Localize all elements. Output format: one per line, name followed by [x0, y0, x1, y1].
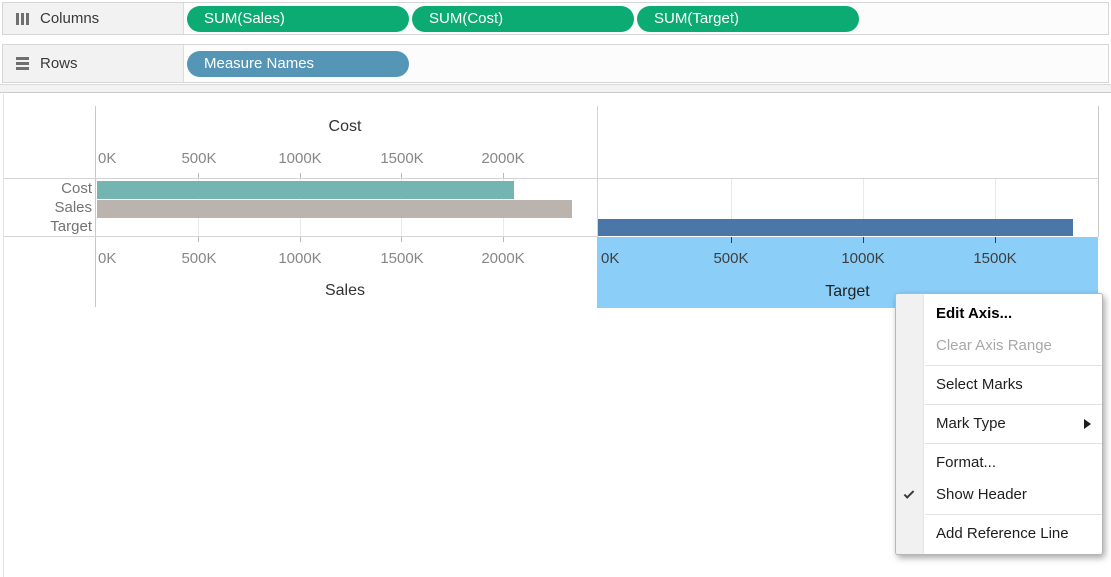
sales-bar[interactable] [97, 200, 572, 218]
view-right-border [1098, 106, 1099, 237]
cost-axis-tickmark [401, 173, 402, 178]
cost-axis-tick-1000: 1000K [278, 150, 322, 167]
menu-item-show-header[interactable]: Show Header [896, 479, 1102, 511]
menu-item-add-reference-line[interactable]: Add Reference Line [936, 525, 1069, 542]
target-axis-tickmark [863, 237, 864, 243]
row-headers: Cost Sales Target [0, 179, 92, 236]
rows-pill-row: Measure Names [187, 45, 409, 82]
left-axis-line [95, 106, 96, 307]
checkmark-icon [903, 488, 915, 499]
menu-separator [925, 365, 1102, 366]
pill-sum-cost[interactable]: SUM(Cost) [412, 5, 634, 32]
target-bar[interactable] [598, 219, 1073, 236]
sales-axis-tickmark [300, 237, 301, 242]
pane-bottom-line [4, 236, 598, 237]
submenu-arrow-icon [1084, 419, 1091, 429]
panel-divider-line [597, 106, 598, 237]
sales-axis-tick-500: 500K [181, 250, 217, 267]
shelf-divider-band [0, 84, 1111, 93]
sales-axis-tick-0: 0K [98, 250, 117, 267]
target-axis-tick-0: 0K [601, 250, 620, 267]
menu-separator [925, 514, 1102, 515]
menu-item-edit-axis[interactable]: Edit Axis... [936, 305, 1013, 322]
cost-axis-tick-0: 0K [98, 150, 117, 167]
pill-measure-names[interactable]: Measure Names [187, 50, 409, 77]
columns-shelf[interactable]: Columns SUM(Sales) SUM(Cost) SUM(Target) [2, 2, 1109, 35]
target-axis-selected-region[interactable]: 0K 500K 1000K 1500K Target [597, 237, 1098, 308]
menu-item-clear-axis-range: Clear Axis Range [936, 337, 1052, 354]
menu-item-show-header-label: Show Header [936, 486, 1027, 503]
sales-axis-tick-1500: 1500K [380, 250, 424, 267]
sales-axis-title[interactable]: Sales [324, 282, 366, 299]
pill-sum-sales[interactable]: SUM(Sales) [187, 5, 409, 32]
row-header-cost[interactable]: Cost [61, 180, 92, 197]
menu-separator [925, 443, 1102, 444]
menu-item-mark-type-label: Mark Type [936, 415, 1006, 432]
right-panel-plot [598, 179, 1098, 236]
target-axis-title: Target [825, 283, 870, 300]
menu-item-mark-type[interactable]: Mark Type [896, 408, 1102, 440]
menu-item-select-marks[interactable]: Select Marks [936, 376, 1023, 393]
pane-top-line [4, 178, 1099, 179]
cost-axis-tick-1500: 1500K [380, 150, 424, 167]
target-axis-tick-500: 500K [713, 250, 749, 267]
sales-axis-tickmark [198, 237, 199, 242]
rows-shelf-label: Rows [40, 55, 78, 72]
menu-separator [925, 404, 1102, 405]
cost-axis-tick-500: 500K [181, 150, 217, 167]
sales-axis-tickmark [401, 237, 402, 242]
target-axis-tick-1000: 1000K [841, 250, 885, 267]
gridline [863, 179, 864, 236]
view-left-border [3, 94, 4, 577]
menu-item-format[interactable]: Format... [936, 454, 997, 471]
target-axis-tickmark [995, 237, 996, 243]
row-header-sales[interactable]: Sales [54, 199, 92, 216]
rows-shelf-label-cell: Rows [3, 45, 184, 82]
cost-axis-tick-2000: 2000K [481, 150, 525, 167]
gridline [995, 179, 996, 236]
rows-shelf[interactable]: Rows Measure Names [2, 44, 1109, 83]
rows-icon [16, 57, 29, 70]
target-axis-tick-1500: 1500K [973, 250, 1017, 267]
columns-pill-row: SUM(Sales) SUM(Cost) SUM(Target) [187, 3, 859, 34]
target-axis-tickmark [731, 237, 732, 243]
menu-gutter [896, 294, 924, 554]
cost-axis-tickmark [198, 173, 199, 178]
columns-shelf-label-cell: Columns [3, 3, 184, 34]
row-header-target[interactable]: Target [50, 218, 92, 235]
cost-axis-tickmark [300, 173, 301, 178]
columns-shelf-label: Columns [40, 10, 100, 27]
axis-context-menu: Edit Axis... Clear Axis Range Select Mar… [895, 293, 1103, 555]
cost-axis-title[interactable]: Cost [328, 118, 362, 135]
sales-axis-tickmark [503, 237, 504, 242]
left-panel-plot [97, 179, 595, 236]
cost-bar[interactable] [97, 181, 514, 199]
columns-icon [16, 12, 29, 25]
pill-sum-target[interactable]: SUM(Target) [637, 5, 859, 32]
gridline [731, 179, 732, 236]
sales-axis-tick-1000: 1000K [278, 250, 322, 267]
sales-axis-tick-2000: 2000K [481, 250, 525, 267]
cost-axis-tickmark [503, 173, 504, 178]
